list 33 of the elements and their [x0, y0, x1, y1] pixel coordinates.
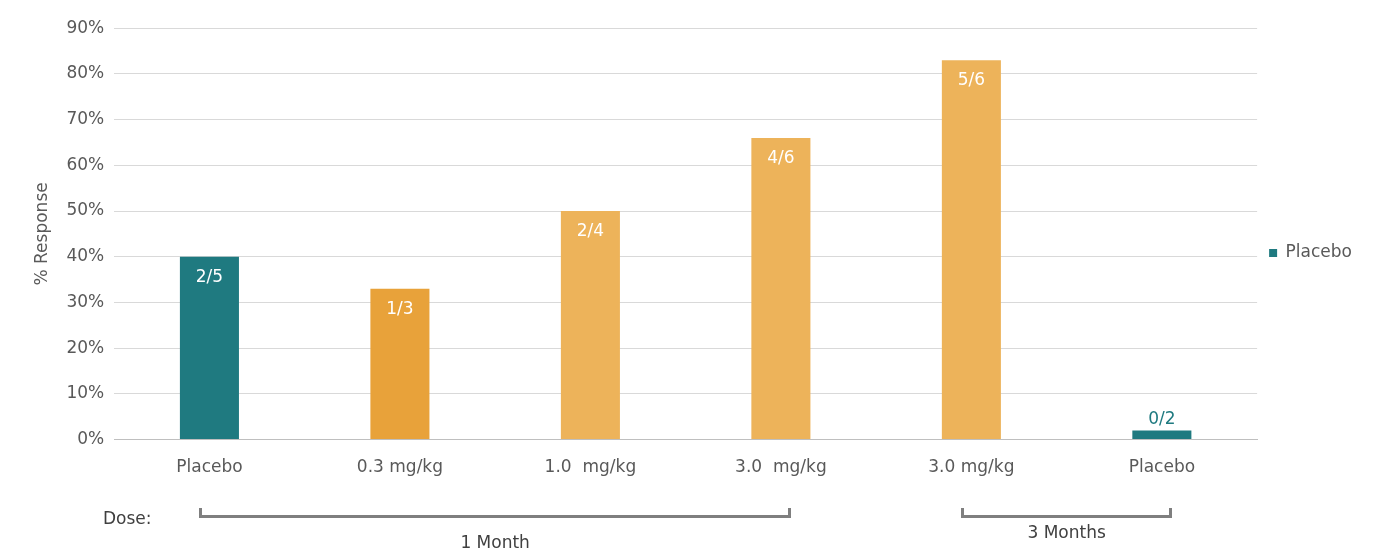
y-tick-label: 20%	[66, 336, 105, 357]
y-axis-title: % Response	[30, 182, 51, 286]
annotation: 4/6	[767, 146, 795, 167]
y-tick-label: 60%	[66, 153, 105, 174]
legend-label: Placebo	[1285, 241, 1352, 262]
y-tick-label: 30%	[66, 290, 105, 311]
bar	[1132, 430, 1192, 440]
y-tick-label: 50%	[66, 199, 105, 220]
annotation: 2/4	[576, 219, 605, 240]
annotation: 0/2	[1148, 408, 1176, 429]
text: 1 Month	[459, 532, 531, 552]
bar	[941, 60, 1001, 440]
bar	[370, 288, 430, 440]
y-tick-label: 10%	[66, 382, 105, 403]
y-tick-label: 70%	[66, 108, 105, 129]
text: 3 Months	[1026, 522, 1107, 542]
x-tick-label: 1.0 mg/kg	[544, 456, 637, 477]
x-tick-label: 0.3 mg/kg	[356, 456, 443, 477]
x-tick-label: Placebo	[176, 456, 243, 477]
y-tick-label: 40%	[66, 245, 105, 266]
bar	[751, 137, 811, 440]
text: Dose:	[103, 508, 152, 528]
y-tick-label: 80%	[66, 62, 105, 83]
annotation: 5/6	[957, 69, 986, 90]
annotation: 1/3	[386, 297, 414, 318]
x-tick-label: 3.0 mg/kg	[928, 456, 1015, 477]
x-tick-label: Placebo	[1128, 456, 1196, 477]
annotation: 2/5	[195, 265, 224, 286]
y-tick-label: 90%	[66, 16, 105, 37]
y-tick-label: 0%	[77, 428, 105, 449]
x-tick-label: 3.0 mg/kg	[735, 456, 827, 477]
bar	[560, 211, 620, 440]
bar	[179, 256, 239, 440]
